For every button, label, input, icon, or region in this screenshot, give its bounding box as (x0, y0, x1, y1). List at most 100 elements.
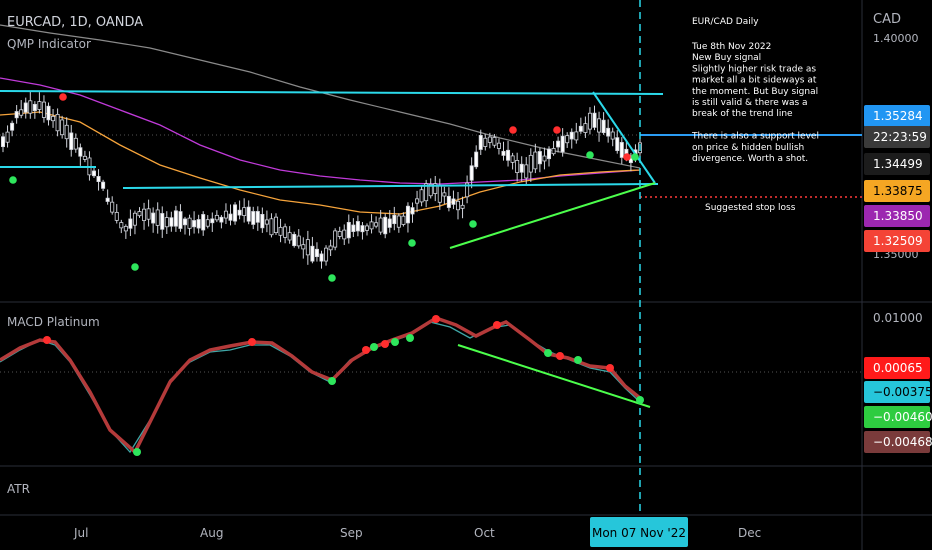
price-label-text: 1.32509 (873, 234, 923, 248)
candle-body (597, 118, 602, 133)
macd-signal-dot (362, 346, 370, 354)
candle-body (524, 164, 529, 179)
candle-body (442, 192, 447, 197)
annotation-line: break of the trend line (692, 109, 793, 119)
candle-body (128, 218, 133, 229)
candle-body (0, 136, 6, 148)
candle-body (319, 253, 324, 262)
purple-moving-average (0, 77, 641, 185)
candle-body (32, 103, 37, 112)
candle-body (314, 248, 319, 258)
candle-body (132, 212, 137, 226)
candle-body (519, 163, 524, 173)
candle-body (19, 109, 24, 116)
candle-body (569, 131, 574, 140)
candle-body (196, 219, 201, 229)
candle-body (606, 127, 611, 137)
macd-signal-dot (493, 321, 501, 329)
price-label-text: 1.33850 (873, 209, 923, 223)
candle-body (510, 155, 515, 163)
candle-body (237, 209, 242, 216)
atr-panel-title[interactable]: ATR (7, 482, 30, 496)
candle-body (547, 148, 552, 160)
candle-body (51, 116, 56, 122)
candle-body (255, 211, 260, 223)
qmp-signal-dot (553, 126, 561, 134)
candle-body (37, 101, 42, 110)
candle-body (533, 151, 538, 170)
candle-body (55, 114, 60, 132)
candle-body (387, 218, 392, 228)
macd-label-text: 0.00065 (873, 361, 923, 375)
candle-body (383, 216, 388, 235)
candle-body (164, 217, 169, 228)
candle-body (583, 123, 588, 133)
candle-body (173, 210, 178, 227)
time-highlight-box (590, 517, 688, 547)
candle-body (228, 213, 233, 221)
qmp-indicator-label[interactable]: QMP Indicator (7, 37, 91, 51)
candle-body (351, 224, 356, 232)
candlestick-series (0, 90, 643, 269)
candle-body (369, 221, 374, 230)
macd-signal-dot (381, 340, 389, 348)
candle-body (360, 225, 365, 233)
annotation-line: market all a bit sideways at (692, 76, 817, 86)
orange-moving-average (0, 111, 641, 215)
macd-label-box (864, 406, 930, 428)
candle-body (446, 195, 451, 208)
macd-panel-title[interactable]: MACD Platinum (7, 315, 100, 329)
candle-body (410, 207, 415, 215)
qmp-signal-dot (328, 274, 336, 282)
annotation-line: divergence. Worth a shot. (692, 154, 808, 164)
candle-body (260, 214, 265, 229)
candle-body (587, 112, 592, 130)
candle-body (101, 181, 106, 189)
candle-body (515, 160, 520, 173)
candle-body (364, 225, 369, 231)
candle-body (455, 200, 460, 211)
candle-body (610, 131, 615, 140)
descending-trend-line[interactable] (592, 91, 656, 184)
price-tick-1-40000: 1.40000 (873, 32, 919, 45)
candle-body (301, 244, 306, 250)
candle-body (251, 211, 256, 225)
candle-body (592, 112, 597, 128)
macd-signal-dot (574, 356, 582, 364)
candle-body (160, 213, 165, 230)
candle-body (537, 151, 542, 165)
resistance-line[interactable] (0, 90, 664, 95)
time-tick-sep: Sep (340, 526, 363, 540)
price-label-box (864, 205, 930, 227)
macd-divergence-line[interactable] (457, 344, 651, 408)
candle-body (556, 140, 561, 148)
candle-body (10, 122, 15, 131)
time-tick-dec: Dec (738, 526, 761, 540)
support-line[interactable] (122, 183, 659, 189)
candle-body (110, 201, 115, 213)
candle-body (478, 135, 483, 150)
symbol-title[interactable]: EURCAD, 1D, OANDA (7, 15, 143, 30)
macd-signal-dot (370, 343, 378, 351)
candle-body (465, 182, 470, 198)
candle-body (192, 220, 197, 228)
price-label-text: 1.33875 (873, 184, 923, 198)
candle-body (151, 212, 156, 224)
macd-label-text: −0.00468 (873, 435, 932, 449)
rising-trend-line[interactable] (449, 182, 656, 249)
qmp-signal-dot (631, 153, 639, 161)
candle-body (346, 221, 351, 239)
macd-line (0, 316, 642, 455)
candle-body (137, 211, 142, 217)
time-tick-oct: Oct (474, 526, 495, 540)
price-axis-labels: 1.35284 22:23:59 1.34499 1.33875 1.33850 1.32… (864, 105, 930, 252)
candle-body (324, 247, 329, 262)
annotation-line: Slightly higher risk trade as (692, 64, 816, 74)
candle-body (551, 148, 556, 155)
candle-body (82, 155, 87, 160)
candle-body (146, 208, 151, 220)
time-tick-aug: Aug (200, 526, 223, 540)
candle-body (578, 125, 583, 132)
